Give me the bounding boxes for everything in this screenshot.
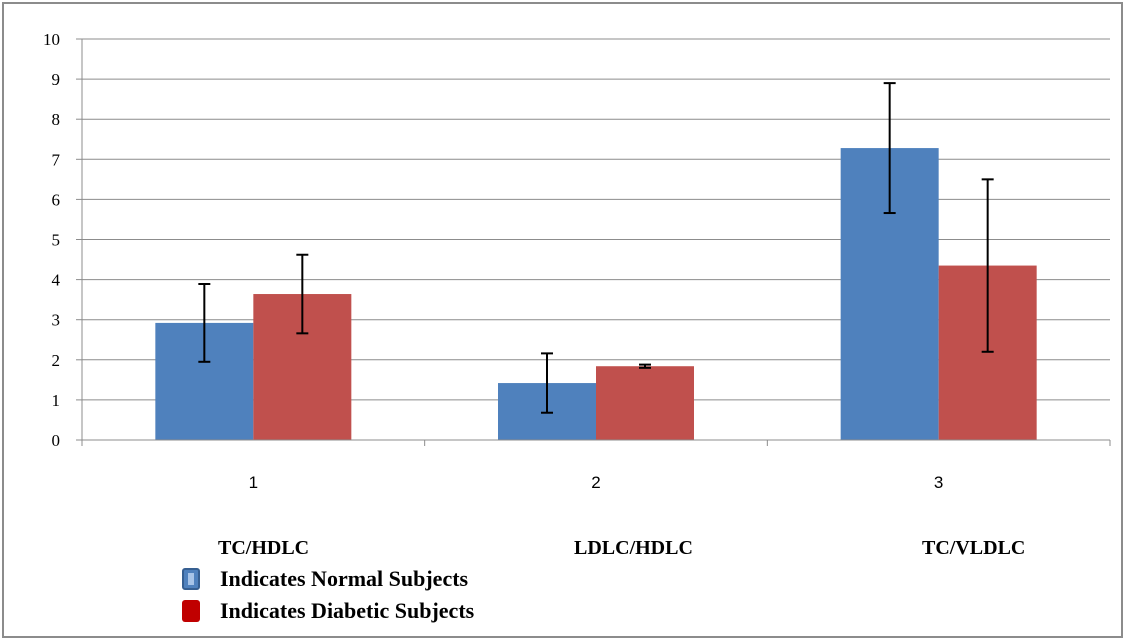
legend-swatch-normal xyxy=(182,568,200,590)
category-name-tc-vldlc: TC/VLDLC xyxy=(922,537,1026,559)
y-tick-label: 7 xyxy=(52,150,61,169)
bars xyxy=(155,148,1037,440)
legend-item-diabetic: Indicates Diabetic Subjects xyxy=(182,598,474,624)
legend-item-normal: Indicates Normal Subjects xyxy=(182,566,468,592)
legend-swatch-diabetic xyxy=(182,600,200,622)
legend-label-diabetic: Indicates Diabetic Subjects xyxy=(220,598,475,623)
y-tick-label: 1 xyxy=(52,391,61,410)
y-tick-label: 3 xyxy=(52,311,61,330)
tick-labels: 0 1 2 3 4 5 6 7 8 9 10 1 2 3 xyxy=(43,30,943,492)
x-tick-label: 2 xyxy=(591,473,600,492)
category-name-ldlc-hdlc: LDLC/HDLC xyxy=(574,537,693,559)
y-tick-label: 8 xyxy=(52,110,61,129)
x-tick-label: 3 xyxy=(934,473,943,492)
x-tick-label: 1 xyxy=(249,473,258,492)
y-tick-label: 4 xyxy=(52,271,61,290)
y-tick-label: 0 xyxy=(52,431,61,450)
legend-label-normal: Indicates Normal Subjects xyxy=(220,566,469,591)
y-tick-label: 6 xyxy=(52,190,61,209)
error-bars xyxy=(198,82,994,414)
y-tick-label: 2 xyxy=(52,351,61,370)
y-tick-label: 9 xyxy=(52,70,61,89)
y-tick-label: 5 xyxy=(52,231,61,250)
bar-diabetic-2 xyxy=(596,366,694,440)
y-tick-label: 10 xyxy=(43,30,60,49)
axes xyxy=(76,38,1111,446)
category-name-tc-hdlc: TC/HDLC xyxy=(218,537,310,559)
